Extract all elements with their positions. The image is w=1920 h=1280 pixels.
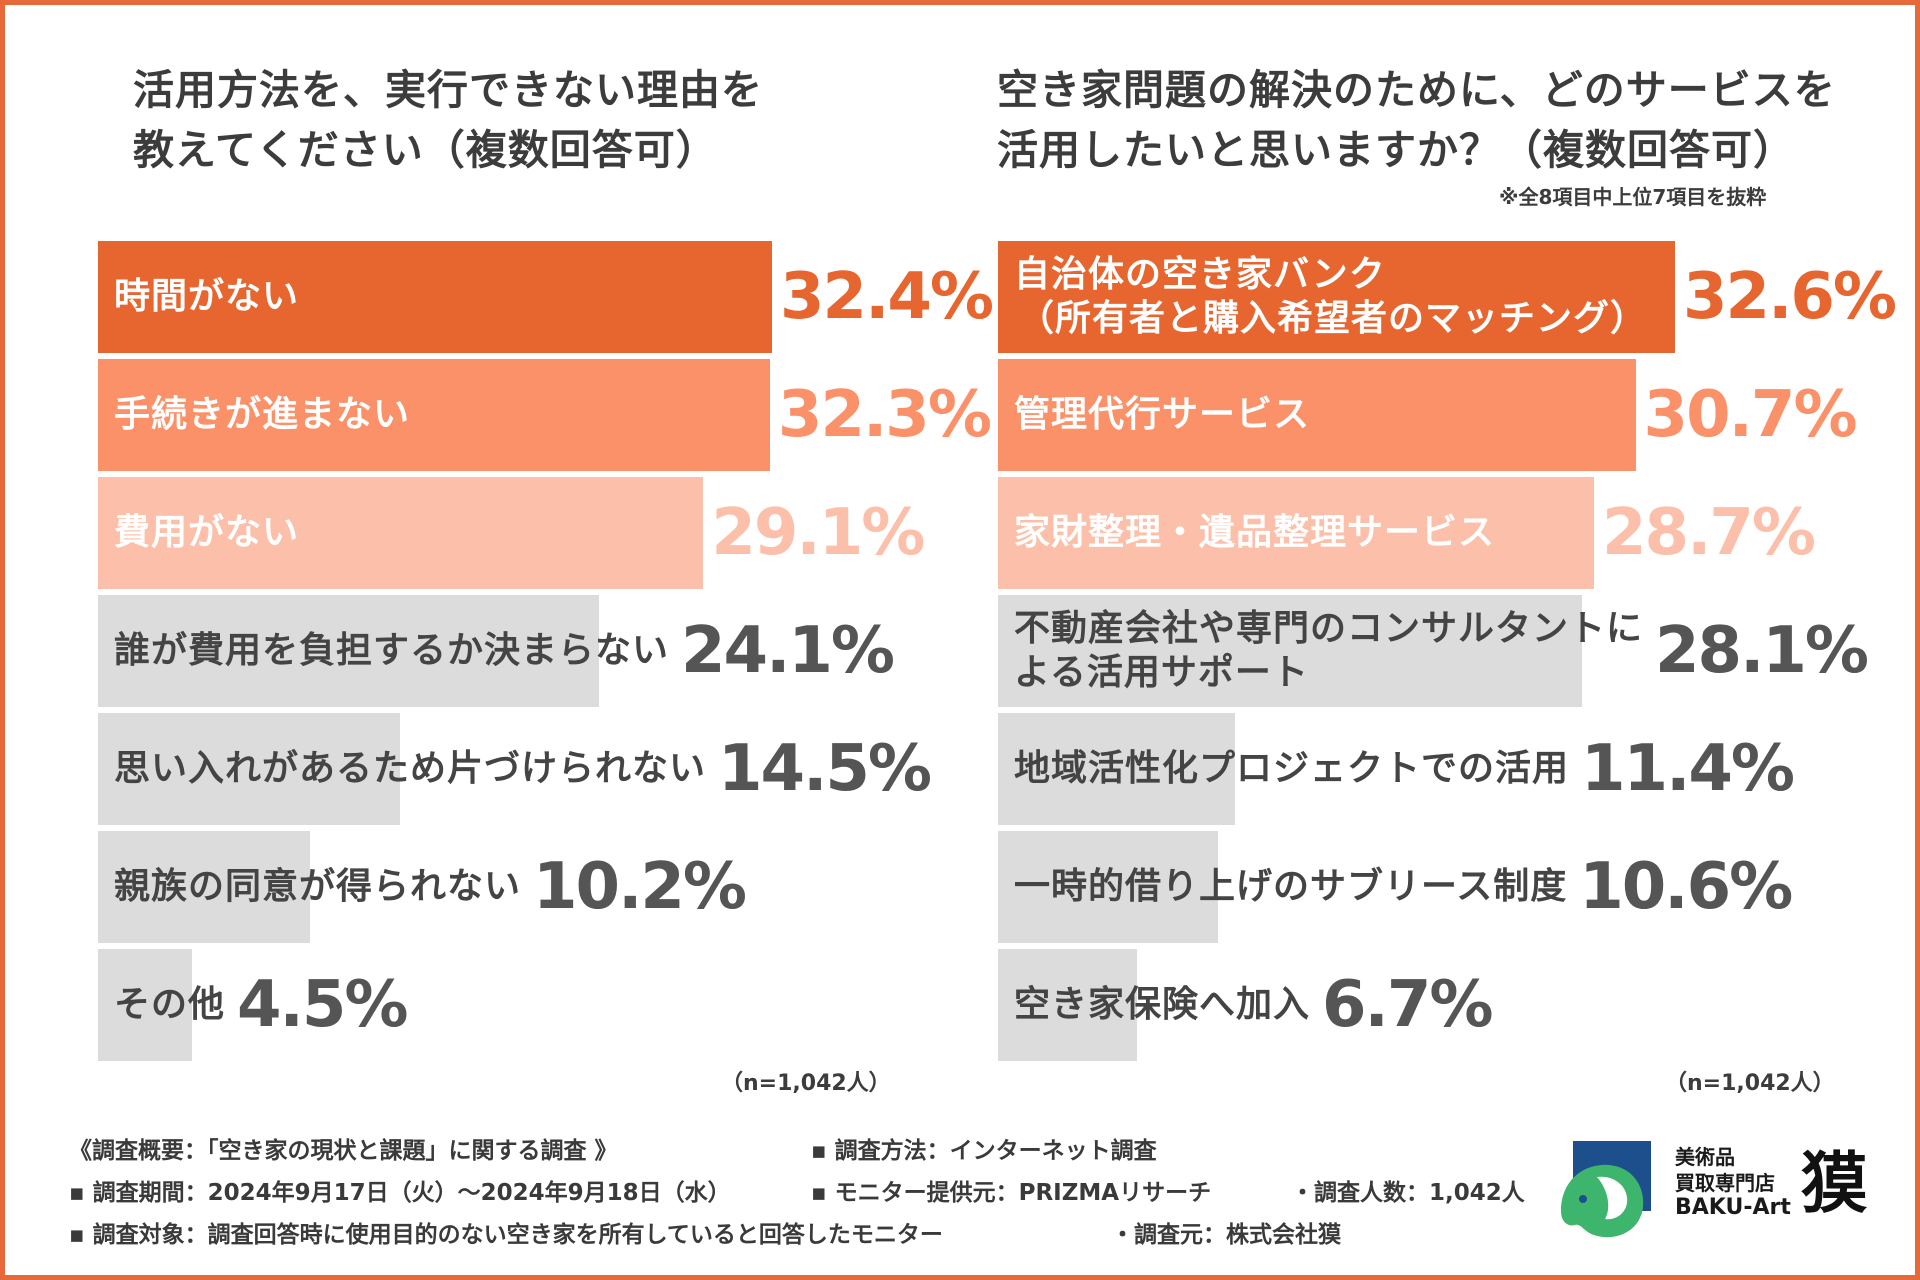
right-bar-value-1: 32.6% [1683,260,1897,334]
right-bar-5 [998,713,1235,825]
right-bar-label-4: 不動産会社や専門のコンサルタントに よる活用サポート [1014,607,1643,695]
left-chart-sample-size: （n=1,042人） [721,1071,891,1096]
right-bar-value-7: 6.7% [1322,968,1493,1042]
left-bar-value-5: 14.5% [718,732,932,806]
right-bar-label-3-line-1: 家財整理・遺品整理サービス [1014,512,1496,553]
left-bar-label-1-line-1: 時間がない [114,276,300,317]
logo-text-line1: 美術品 [1675,1145,1735,1169]
left-chart-title-line1: 活用方法を、実行できない理由を [133,66,763,114]
right-bar-label-4-line-2: よる活用サポート [1014,652,1309,693]
right-bar-1 [998,241,1675,353]
right-chart-title-line2: 活用したいと思いますか？（複数回答可） [997,126,1795,174]
right-bar-label-1-line-2: （所有者と購入希望者のマッチング） [1018,298,1648,339]
left-bar-value-6: 10.2% [533,850,747,924]
logo-kanji: 獏 [1801,1145,1867,1222]
right-bar-value-3: 28.7% [1602,496,1816,570]
left-bar-label-1: 時間がない [114,275,299,319]
left-bar-3 [98,477,704,589]
logo-text-line2: 買取専門店 [1675,1171,1775,1195]
right-bar-label-4-line-1: 不動産会社や専門のコンサルタントに [1014,608,1644,649]
logo-text-line3: BAKU-Art [1675,1195,1791,1220]
left-bar-label-7: その他 [114,983,225,1027]
survey-respondents: ・調査人数：1,042人 [1291,1180,1525,1206]
right-chart-note: ※全8項目中上位7項目を抜粋 [1499,185,1767,209]
right-bar-label-7: 空き家保険へ加入 [1014,983,1310,1027]
right-bar-label-2-line-1: 管理代行サービス [1014,394,1311,435]
right-bar-label-1: 自治体の空き家バンク （所有者と購入希望者のマッチング） [1014,253,1647,341]
left-bar-label-6: 親族の同意が得られない [114,865,521,909]
left-bar-label-2-line-1: 手続きが進まない [114,394,411,435]
right-bar-value-4: 28.1% [1655,614,1869,688]
right-chart-title-line1: 空き家問題の解決のために、どのサービスを [997,66,1836,114]
left-bar-label-4-line-1: 誰が費用を負担するか決まらない [114,630,670,671]
left-bar-6 [98,831,311,943]
baku-art-logo: 美術品 買取専門店 BAKU-Art 獏 [1553,1135,1883,1245]
left-bar-4 [98,595,600,707]
survey-title: 《調査概要：「空き家の現状と課題」に関する調査 》 [69,1138,618,1164]
left-bar-label-2: 手続きが進まない [114,393,410,437]
right-bar-label-5: 地域活性化プロジェクトでの活用 [1014,747,1569,791]
left-bar-label-3-line-1: 費用がない [114,512,300,553]
right-bar-label-7-line-1: 空き家保険へ加入 [1014,984,1311,1025]
right-chart-sample-size: （n=1,042人） [1665,1071,1835,1096]
survey-conductor: ・調査元：株式会社獏 [1111,1222,1341,1248]
right-bar-label-3: 家財整理・遺品整理サービス [1014,511,1495,555]
right-bar-3 [998,477,1594,589]
left-bar-5 [98,713,400,825]
right-bar-value-5: 11.4% [1581,732,1795,806]
right-bar-2 [998,359,1636,471]
left-bar-7 [98,949,192,1061]
survey-monitor-provider: ▪ モニター提供元：PRIZMAリサーチ [811,1180,1212,1206]
survey-period: ▪ 調査期間：2024年9月17日（火）〜2024年9月18日（水） [69,1180,731,1206]
left-bar-value-4: 24.1% [681,614,895,688]
left-bar-label-6-line-1: 親族の同意が得られない [114,866,522,907]
right-bar-value-2: 30.7% [1643,378,1858,452]
left-bar-value-7: 4.5% [237,968,408,1042]
left-bar-1 [98,241,772,353]
left-bar-label-5-line-1: 思い入れがあるため片づけられない [114,748,707,789]
left-bar-label-4: 誰が費用を負担するか決まらない [114,629,669,673]
left-bar-label-3: 費用がない [114,511,299,555]
left-bar-label-7-line-1: その他 [114,984,226,1025]
left-bar-value-3: 29.1% [711,496,925,570]
right-bar-label-2: 管理代行サービス [1014,393,1310,437]
right-bar-label-5-line-1: 地域活性化プロジェクトでの活用 [1014,748,1570,789]
left-bar-value-2: 32.3% [777,378,992,452]
right-bar-label-1-line-1: 自治体の空き家バンク [1014,254,1386,295]
right-bar-label-6: 一時的借り上げのサブリース制度 [1014,865,1567,909]
left-bar-label-5: 思い入れがあるため片づけられない [114,747,706,791]
left-bar-value-1: 32.4% [780,260,994,334]
survey-target: ▪ 調査対象：調査回答時に使用目的のない空き家を所有していると回答したモニター [69,1222,943,1248]
survey-method: ▪ 調査方法：インターネット調査 [811,1138,1157,1164]
left-bar-2 [98,359,770,471]
left-chart-title-line2: 教えてください（複数回答可） [133,126,718,174]
right-bar-value-6: 10.6% [1579,850,1793,924]
right-bar-6 [998,831,1219,943]
right-bar-7 [998,949,1138,1061]
right-bar-label-6-line-1: 一時的借り上げのサブリース制度 [1014,866,1568,907]
baku-logo-mark-icon [1561,1141,1651,1238]
right-bar-4 [998,595,1582,707]
